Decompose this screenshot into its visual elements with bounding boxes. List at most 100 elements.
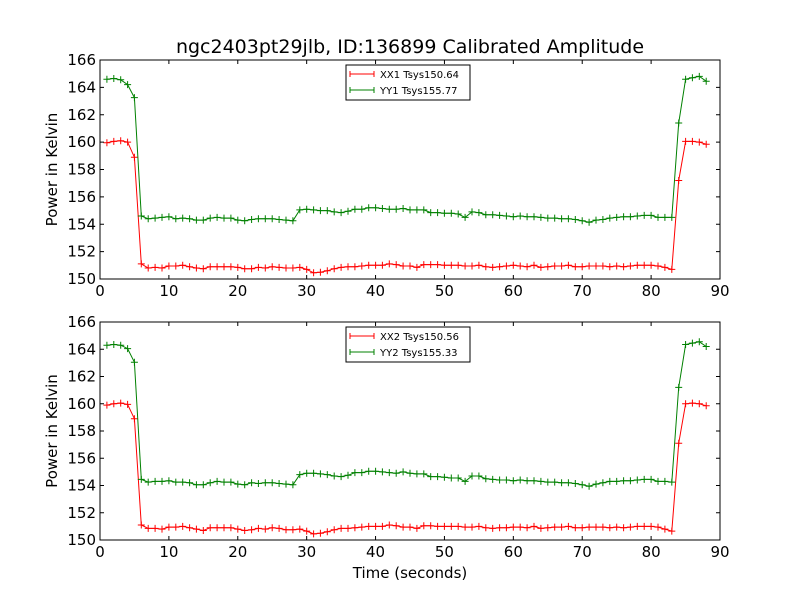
series-2 [103,338,710,490]
data-point [454,261,462,269]
data-point [647,522,655,530]
data-point [420,470,428,478]
data-point [275,524,283,532]
data-point [124,138,132,146]
data-point [461,523,469,531]
data-point [585,523,593,531]
x-tick-label: 30 [297,543,316,561]
data-point [310,206,318,214]
data-point [296,263,304,271]
data-point [344,471,352,479]
y-tick-label: 160 [67,133,96,151]
data-point [558,523,566,531]
data-point [351,469,359,477]
data-point [158,525,166,533]
data-point [682,341,690,348]
data-point [165,477,173,485]
data-point [496,524,504,532]
y-tick-label: 160 [67,395,96,413]
data-point [103,341,111,349]
data-point [509,213,517,221]
data-point [330,265,338,273]
data-point [613,523,621,531]
x-tick-label: 0 [95,282,105,300]
data-point [275,480,283,487]
data-point [482,524,490,532]
data-point [337,473,345,481]
data-point [468,208,476,216]
data-point [613,477,621,485]
data-point [372,204,380,212]
data-point [661,213,669,221]
y-tick-label: 162 [67,368,96,386]
data-point [440,261,448,269]
data-point [578,524,586,532]
data-point [606,477,614,485]
y-tick-label: 152 [67,243,96,261]
data-point [447,261,455,269]
data-point [248,479,256,487]
data-point [558,262,566,270]
data-point [158,264,166,272]
data-point [413,206,421,214]
data-point [351,205,359,213]
x-tick-label: 80 [642,282,661,300]
data-point [351,524,359,532]
data-point [130,358,138,366]
data-point [516,212,524,220]
data-point [551,478,559,486]
data-point [323,528,331,536]
data-point [695,138,703,146]
y-tick-label: 152 [67,504,96,522]
data-point [199,527,207,534]
data-point [661,525,669,533]
data-point [682,137,690,145]
data-point [647,211,655,219]
data-point [523,524,531,532]
data-point [578,263,586,271]
data-point [516,523,524,531]
data-point [702,343,710,350]
top-panel: 0 10 20 30 40 50 60 70 80 90 150 152 154 156 158 160 162… [43,51,730,300]
data-point [385,260,393,268]
data-point [172,262,180,270]
data-point [427,473,435,481]
data-point [151,263,159,271]
data-point [475,209,483,217]
data-point [303,469,311,477]
bottom-panel: 0 10 20 30 40 50 60 70 80 90 150 152 154 156 158 160 162… [43,313,730,582]
data-point [606,263,614,271]
data-point [344,524,352,532]
data-point [420,261,428,269]
data-point [654,477,662,485]
data-point [220,214,228,222]
data-point [192,264,200,272]
data-point [571,524,579,532]
x-tick-label: 80 [642,543,661,561]
data-point [199,216,207,224]
y-tick-label: 156 [67,188,96,206]
data-point [668,265,676,273]
x-tick-label: 70 [573,282,592,300]
series-1 [103,137,710,277]
data-point [592,523,600,531]
y-tick-label: 162 [67,106,96,124]
data-point [571,480,579,487]
y-axis-label: Power in Kelvin [43,374,61,488]
data-point [330,208,338,216]
data-point [544,214,552,222]
data-point [626,262,634,270]
data-point [261,479,269,487]
data-point [482,263,490,271]
data-point [213,213,221,221]
data-point [544,524,552,532]
data-point [668,527,676,535]
data-point [682,75,690,83]
data-point [137,521,145,529]
x-tick-label: 40 [366,543,385,561]
x-tick-label: 0 [95,543,105,561]
data-point [626,523,634,531]
data-point [530,213,538,221]
data-point [461,262,469,270]
data-point [124,345,132,353]
